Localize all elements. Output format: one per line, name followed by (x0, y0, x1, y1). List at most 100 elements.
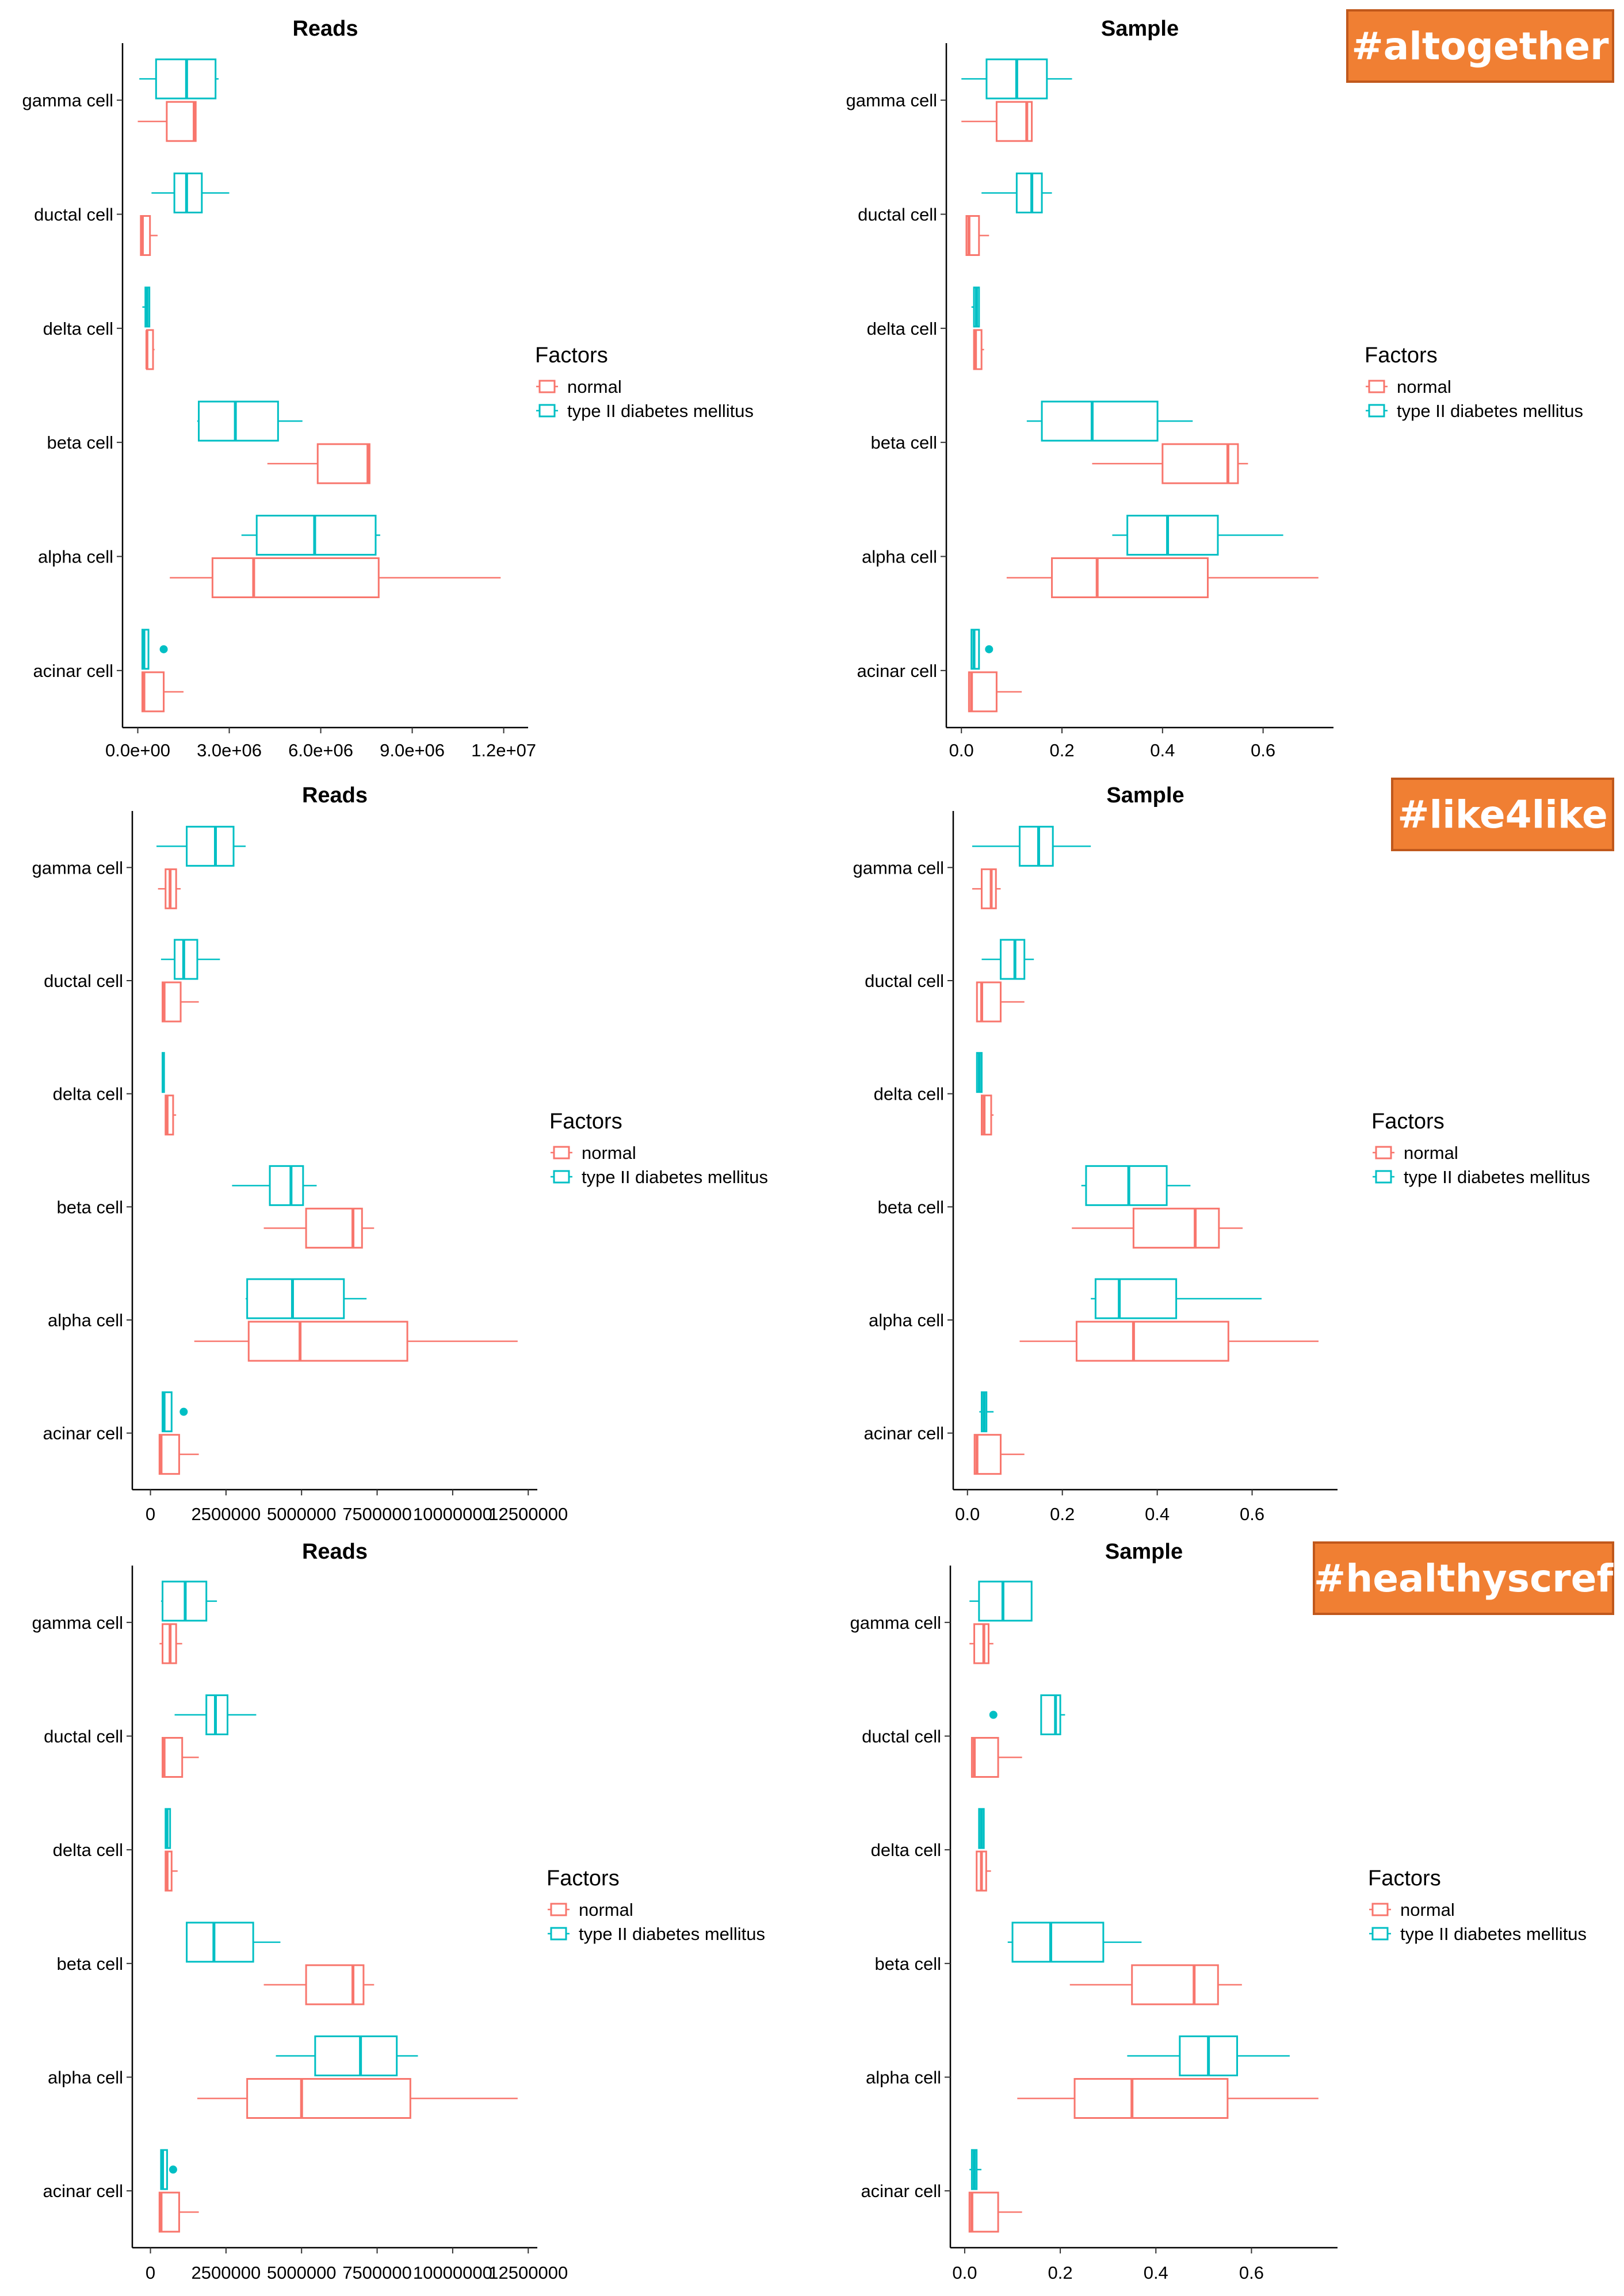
legend-key-box (1368, 404, 1385, 418)
y-tick-label-acinar-cell: acinar cell (43, 2181, 123, 2201)
box-alpha-cell-type-ii-diabetes-mellitus (241, 515, 380, 556)
outlier-point (169, 2165, 177, 2174)
box-iqr (978, 1581, 1033, 1622)
box-gamma-cell-type-ii-diabetes-mellitus (972, 825, 1091, 867)
y-tick-label-acinar-cell: acinar cell (857, 661, 937, 681)
y-tick-label-gamma-cell: gamma cell (22, 90, 114, 110)
box-ductal-cell-type-ii-diabetes-mellitus (151, 173, 230, 213)
series-type-ii-diabetes-mellitus (139, 58, 380, 670)
box-iqr (1161, 443, 1239, 484)
panel-title: Reads (302, 783, 368, 808)
section-tag-like4like: #like4like (1391, 778, 1614, 851)
box-alpha-cell-type-ii-diabetes-mellitus (1127, 2035, 1290, 2076)
legend-title: Factors (535, 343, 608, 368)
box-iqr (1073, 2078, 1229, 2119)
box-iqr (968, 2191, 999, 2233)
box-acinar-cell-normal (158, 2191, 199, 2233)
x-tick-label: 10000000 (413, 1504, 492, 1524)
box-iqr (246, 1278, 345, 1319)
outlier-point (159, 645, 168, 653)
y-tick-label-acinar-cell: acinar cell (863, 1423, 944, 1444)
y-tick-label-delta-cell: delta cell (874, 1084, 944, 1104)
box-delta-cell-normal (973, 329, 984, 370)
legend-label: type II diabetes mellitus (1404, 1167, 1590, 1187)
box-beta-cell-normal (1069, 1964, 1242, 2006)
box-delta-cell-type-ii-diabetes-mellitus (976, 1052, 983, 1093)
box-alpha-cell-normal (1019, 1321, 1319, 1362)
box-iqr (158, 1434, 180, 1475)
legend-title: Factors (1368, 1866, 1441, 1891)
y-tick-label-ductal-cell: ductal cell (34, 205, 113, 225)
box-iqr (162, 981, 182, 1023)
box-delta-cell-normal (165, 1095, 177, 1136)
y-tick-label-delta-cell: delta cell (871, 1840, 941, 1860)
box-iqr (158, 2191, 180, 2233)
series-type-ii-diabetes-mellitus (156, 825, 367, 1433)
legend-label: type II diabetes mellitus (1397, 401, 1583, 421)
box-gamma-cell-normal (972, 868, 1001, 909)
box-iqr (166, 101, 197, 142)
box-acinar-cell-normal (968, 671, 1022, 713)
box-alpha-cell-type-ii-diabetes-mellitus (246, 1278, 367, 1319)
box-ductal-cell-type-ii-diabetes-mellitus (989, 1694, 1065, 1735)
box-beta-cell-type-ii-diabetes-mellitus (1007, 1922, 1142, 1963)
box-iqr (1041, 400, 1159, 442)
box-iqr (162, 1737, 184, 1778)
legend-key-box (538, 404, 556, 418)
x-tick-label: 10000000 (413, 2263, 492, 2283)
series-type-ii-diabetes-mellitus (961, 58, 1283, 670)
legend-key-normal: normal (551, 1143, 636, 1163)
box-delta-cell-normal (165, 1850, 178, 1892)
y-tick-label-gamma-cell: gamma cell (850, 1613, 942, 1633)
x-tick-label: 5000000 (267, 1504, 337, 1524)
x-tick-label: 0.4 (1145, 1504, 1170, 1524)
box-iqr (1051, 557, 1209, 598)
legend-key-normal: normal (1366, 377, 1451, 397)
panel-title: Sample (1105, 1540, 1183, 1564)
box-gamma-cell-normal (137, 101, 197, 142)
box-ductal-cell-type-ii-diabetes-mellitus (981, 173, 1052, 213)
box-delta-cell-type-ii-diabetes-mellitus (978, 1808, 985, 1849)
box-acinar-cell-type-ii-diabetes-mellitus (141, 629, 168, 670)
y-tick-label-beta-cell: beta cell (875, 1954, 941, 1974)
box-iqr (211, 557, 380, 598)
box-iqr (1094, 1278, 1178, 1319)
legend-key-type-ii-diabetes-mellitus: type II diabetes mellitus (548, 1924, 765, 1944)
y-tick-label-ductal-cell: ductal cell (858, 205, 937, 225)
series-normal (137, 101, 501, 713)
box-gamma-cell-normal (961, 101, 1033, 142)
legend: Factors normal type II diabetes mellitus (535, 343, 754, 421)
box-beta-cell-type-ii-diabetes-mellitus (1026, 400, 1193, 442)
box-iqr (186, 825, 235, 867)
box-ductal-cell-normal (965, 215, 989, 256)
x-tick-label: 0.2 (1049, 740, 1074, 760)
box-alpha-cell-normal (1017, 2078, 1319, 2119)
y-tick-label-delta-cell: delta cell (53, 1084, 123, 1104)
legend-label: type II diabetes mellitus (579, 1924, 765, 1944)
box-iqr (1075, 1321, 1229, 1362)
legend-key-box (553, 1170, 570, 1184)
panel-0-reads: Reads gamma cell ductal cell delta cell beta… (22, 17, 754, 760)
x-tick-label: 5000000 (267, 2263, 337, 2283)
box-iqr (970, 1737, 999, 1778)
x-tick-label: 0.4 (1144, 2263, 1168, 2283)
x-tick-label: 0.0e+00 (105, 740, 170, 760)
x-tick-label: 0.4 (1150, 740, 1175, 760)
y-tick-label-alpha-cell: alpha cell (866, 2068, 941, 2088)
panel-title: Reads (292, 17, 358, 41)
box-iqr (247, 1321, 408, 1362)
legend: Factors normal type II diabetes mellitus (1368, 1866, 1587, 1944)
y-tick-label-gamma-cell: gamma cell (853, 858, 945, 878)
y-tick-label-alpha-cell: alpha cell (48, 1310, 123, 1330)
box-delta-cell-normal (980, 1095, 994, 1136)
box-ductal-cell-normal (970, 1737, 1022, 1778)
box-acinar-cell-type-ii-diabetes-mellitus (979, 1391, 994, 1433)
legend-key-box (550, 1927, 567, 1941)
legend-label: normal (567, 377, 622, 397)
box-ductal-cell-normal (162, 1737, 199, 1778)
box-alpha-cell-normal (1006, 557, 1319, 598)
box-iqr (999, 939, 1026, 980)
box-alpha-cell-normal (197, 2078, 518, 2119)
legend-key-normal: normal (1373, 1143, 1458, 1163)
panel-3-sample: Sample gamma cell ductal cell delta cell bet… (853, 783, 1590, 1524)
